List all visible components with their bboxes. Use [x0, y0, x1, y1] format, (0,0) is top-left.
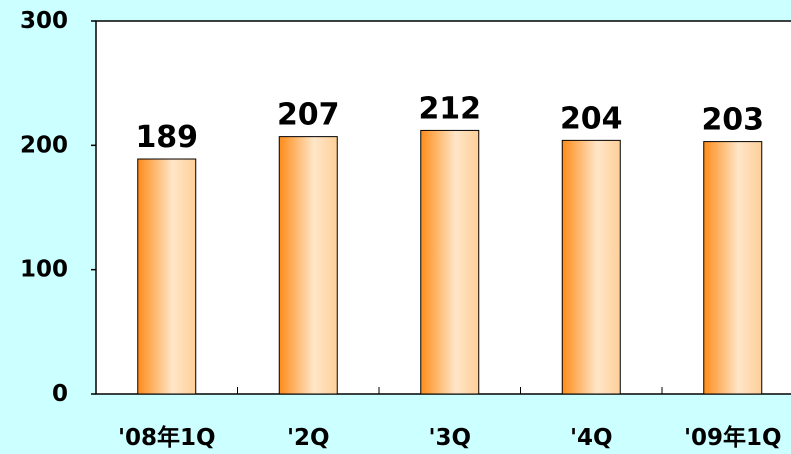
x-axis: '08年1Q '2Q '3Q '4Q '09年1Q — [118, 387, 782, 451]
bar — [561, 139, 621, 395]
data-label: 204 — [560, 101, 623, 136]
data-label: 207 — [277, 98, 340, 133]
bar — [420, 129, 480, 395]
y-tick-label: 100 — [20, 257, 68, 283]
y-tick-label: 0 — [52, 381, 68, 407]
data-label: 189 — [135, 120, 198, 155]
data-label: 212 — [418, 91, 481, 126]
bar — [278, 136, 338, 395]
data-label: 203 — [701, 103, 764, 138]
y-axis: 0 100 200 300 — [20, 8, 96, 407]
x-tick-label: '09年1Q — [684, 424, 782, 451]
bar — [137, 158, 197, 395]
x-tick-label: '4Q — [570, 425, 613, 451]
x-tick-label: '2Q — [287, 425, 330, 451]
bar — [703, 141, 763, 395]
x-tick-label: '08年1Q — [118, 424, 216, 451]
x-tick-label: '3Q — [428, 425, 471, 451]
y-tick-label: 200 — [20, 132, 68, 158]
y-tick-label: 300 — [20, 8, 68, 34]
bar-series: 189 207 212 204 203 — [135, 91, 764, 395]
